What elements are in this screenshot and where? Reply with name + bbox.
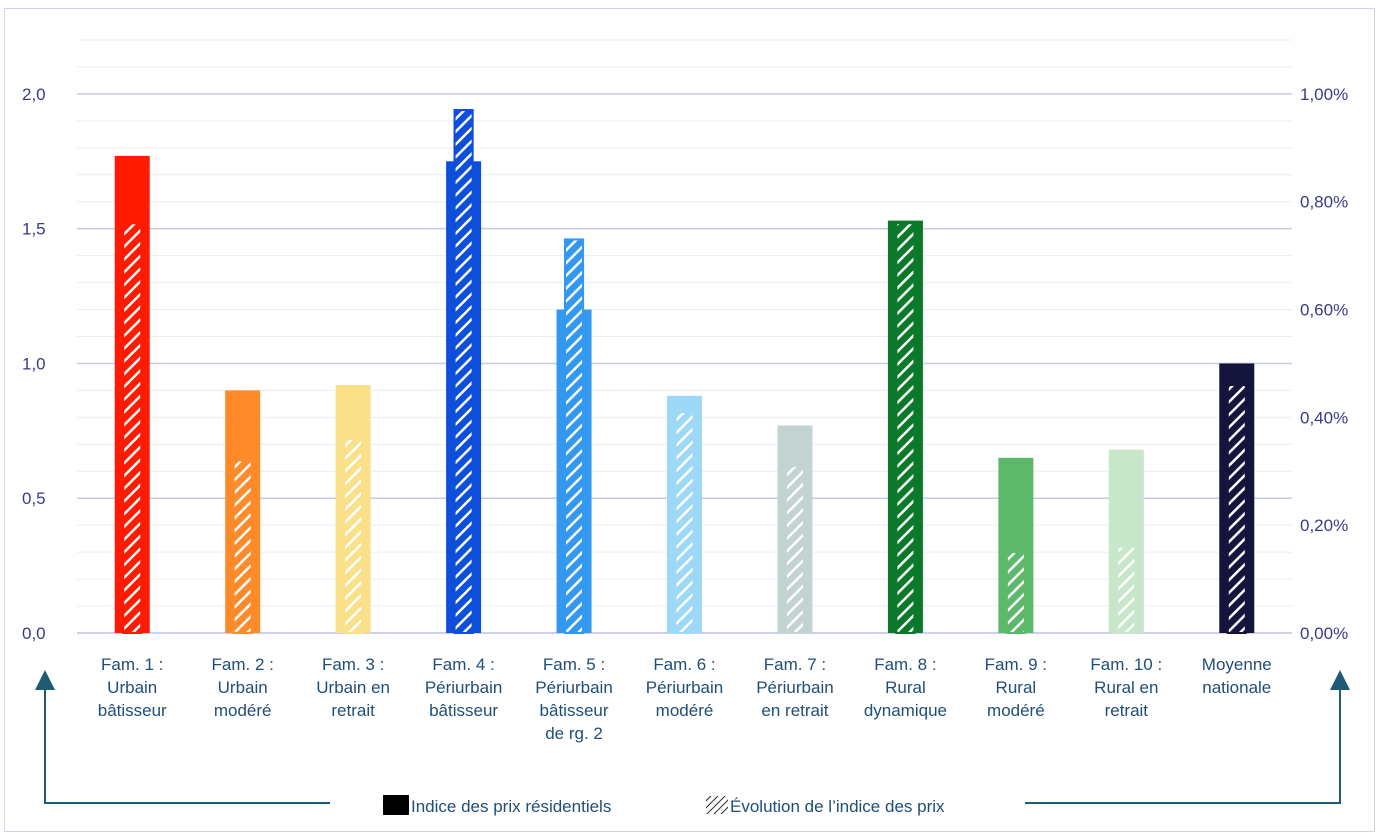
category-label-line: Fam. 9 : xyxy=(985,655,1047,674)
category-label-line: Rural en xyxy=(1094,678,1158,697)
category-label-line: modéré xyxy=(987,701,1045,720)
legend: Indice des prix résidentiels Évolution d… xyxy=(383,795,945,816)
category-label-line: Rural xyxy=(996,678,1037,697)
bar-price-evolution xyxy=(564,238,585,635)
category-label: Fam. 6 : Périurbain modéré xyxy=(646,655,724,720)
gridlines xyxy=(77,39,1292,634)
category-label-line: Périurbain xyxy=(646,678,724,697)
category-label-line: Fam. 1 : xyxy=(101,655,163,674)
category-label: Fam. 5 : Périurbain bâtisseur de rg. 2 xyxy=(535,655,613,743)
bar-price-evolution xyxy=(1226,384,1247,634)
category-label-line: retrait xyxy=(1105,701,1149,720)
chart-frame xyxy=(4,8,1375,832)
category-label: Fam. 8 : Rural dynamique xyxy=(864,655,947,720)
right-arrow-line xyxy=(1025,670,1350,804)
category-label-line: Moyenne xyxy=(1202,655,1272,674)
right-tick-label: 0,80% xyxy=(1300,193,1348,212)
legend-swatch-hatched xyxy=(706,796,728,814)
left-axis: 0,0 0,5 1,0 1,5 2,0 xyxy=(22,85,46,643)
legend-label-evolution: Évolution de l’indice des prix xyxy=(730,797,945,816)
category-label-line: Périurbain xyxy=(756,678,834,697)
category-label-line: modéré xyxy=(656,701,714,720)
left-tick-label: 0,5 xyxy=(22,489,46,508)
category-label-line: modéré xyxy=(214,701,272,720)
category-label-line: en retrait xyxy=(761,701,828,720)
category-label: Fam. 1 : Urbain bâtisseur xyxy=(98,655,167,720)
category-label-line: Fam. 8 : xyxy=(874,655,936,674)
left-tick-label: 1,0 xyxy=(22,354,46,373)
category-label-line: Fam. 2 : xyxy=(212,655,274,674)
bar-price-evolution xyxy=(232,459,253,634)
bars-layer xyxy=(114,109,1255,635)
category-label-line: Périurbain xyxy=(425,678,503,697)
bar-price-evolution xyxy=(784,464,805,634)
category-label: Fam. 10 : Rural en retrait xyxy=(1090,655,1162,720)
category-label-line: nationale xyxy=(1202,678,1271,697)
category-label-line: retrait xyxy=(331,701,375,720)
category-label-line: Fam. 4 : xyxy=(432,655,494,674)
left-tick-label: 1,5 xyxy=(22,220,46,239)
category-label-line: de rg. 2 xyxy=(545,724,603,743)
bar-price-evolution xyxy=(343,437,364,634)
category-label-line: bâtisseur xyxy=(429,701,498,720)
bar-price-evolution xyxy=(895,222,916,634)
category-label-line: Urbain en xyxy=(316,678,390,697)
category-label-line: Rural xyxy=(885,678,926,697)
right-tick-label: 0,60% xyxy=(1300,301,1348,320)
category-label-line: Fam. 6 : xyxy=(653,655,715,674)
bar-price-evolution xyxy=(1116,545,1137,635)
axis-arrows xyxy=(35,670,1350,804)
right-tick-label: 1,00% xyxy=(1300,85,1348,104)
category-label-line: Fam. 3 : xyxy=(322,655,384,674)
left-arrow-line xyxy=(35,670,330,804)
category-labels: Fam. 1 : Urbain bâtisseur Fam. 2 : Urbain mod… xyxy=(98,655,1272,743)
category-label-line: Fam. 10 : xyxy=(1090,655,1162,674)
category-label-line: dynamique xyxy=(864,701,947,720)
category-label-line: Périurbain xyxy=(535,678,613,697)
bar-price-evolution xyxy=(122,222,143,634)
category-label-line: Fam. 5 : xyxy=(543,655,605,674)
bar-price-evolution xyxy=(1005,551,1026,634)
left-tick-label: 2,0 xyxy=(22,85,46,104)
category-label-line: bâtisseur xyxy=(98,701,167,720)
category-label-line: bâtisseur xyxy=(540,701,609,720)
category-label: Fam. 2 : Urbain modéré xyxy=(212,655,274,720)
category-label-line: Fam. 7 : xyxy=(764,655,826,674)
category-label: Fam. 9 : Rural modéré xyxy=(985,655,1047,720)
bar-price-evolution xyxy=(674,410,695,634)
left-tick-label: 0,0 xyxy=(22,624,46,643)
category-label-line: Urbain xyxy=(107,678,157,697)
right-tick-label: 0,00% xyxy=(1300,624,1348,643)
category-label: Fam. 4 : Périurbain bâtisseur xyxy=(425,655,503,720)
bar-price-evolution xyxy=(453,109,474,634)
category-label: Fam. 7 : Périurbain en retrait xyxy=(756,655,834,720)
category-label-line: Urbain xyxy=(218,678,268,697)
category-label: Moyenne nationale xyxy=(1202,655,1272,697)
legend-swatch-solid xyxy=(383,795,409,815)
right-tick-label: 0,40% xyxy=(1300,408,1348,427)
right-tick-label: 0,20% xyxy=(1300,516,1348,535)
category-label: Fam. 3 : Urbain en retrait xyxy=(316,655,390,720)
legend-label-index: Indice des prix résidentiels xyxy=(411,797,611,816)
right-axis: 0,00% 0,20% 0,40% 0,60% 0,80% 1,00% xyxy=(1300,85,1348,643)
